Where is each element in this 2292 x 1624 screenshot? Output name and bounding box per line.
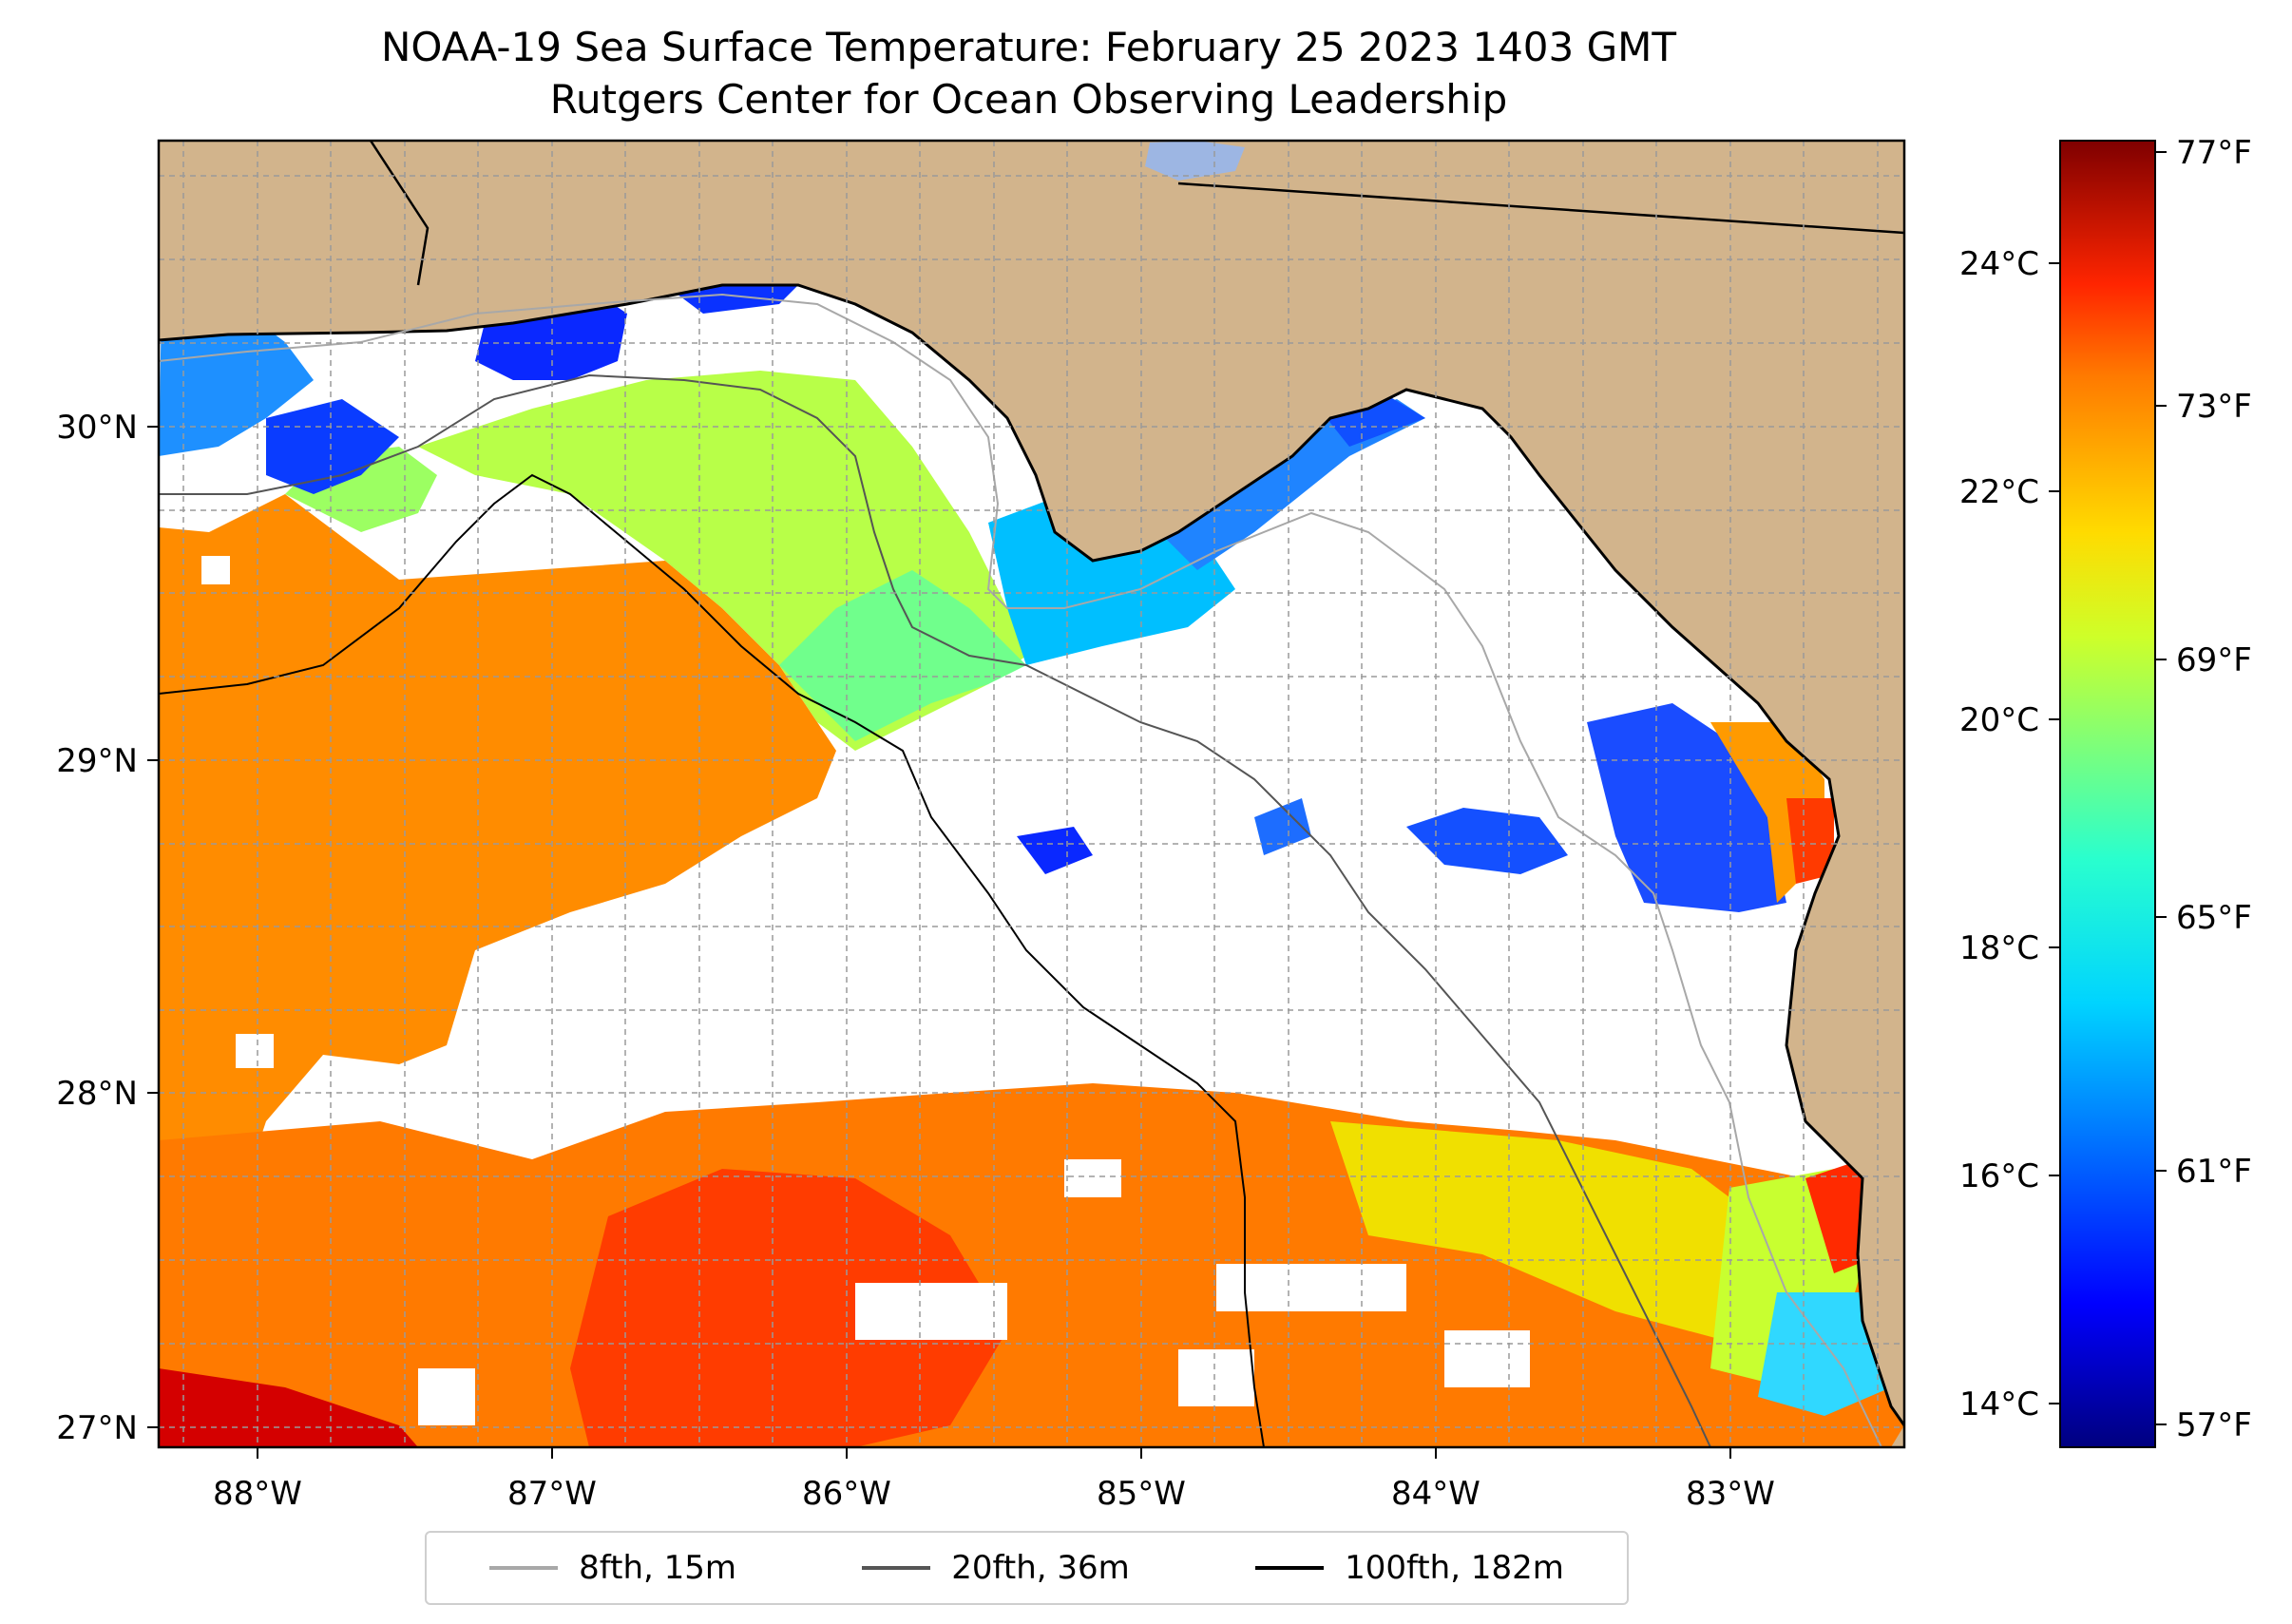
legend-label: 8fth, 15m bbox=[579, 1549, 737, 1587]
colorbar-celsius-label: 14°C bbox=[1959, 1385, 2039, 1423]
x-tick-label: 87°W bbox=[507, 1475, 597, 1513]
legend-swatch-20fth bbox=[862, 1566, 931, 1570]
lake bbox=[1145, 141, 1245, 181]
legend-item-20fth: 20fth, 36m bbox=[862, 1549, 1130, 1587]
colorbar-fahrenheit-label: 65°F bbox=[2176, 899, 2252, 937]
legend-swatch-100fth bbox=[1255, 1566, 1325, 1570]
map-subtitle: Rutgers Center for Ocean Observing Leade… bbox=[549, 76, 1508, 123]
colorbar-fahrenheit-label: 61°F bbox=[2176, 1153, 2252, 1191]
colorbar-celsius-label: 20°C bbox=[1959, 701, 2039, 739]
coastline bbox=[159, 283, 1904, 1426]
x-tick-label: 84°W bbox=[1391, 1475, 1480, 1513]
gridlines bbox=[159, 141, 1904, 1447]
isobath-100fth-line bbox=[159, 473, 1265, 1447]
isobath-8fth-line bbox=[159, 293, 1882, 1447]
colorbar bbox=[2059, 140, 2156, 1448]
y-tick-label: 30°N bbox=[56, 409, 138, 447]
sst-map bbox=[159, 141, 1904, 1447]
state-boundary bbox=[1177, 182, 1904, 235]
colorbar-celsius-label: 24°C bbox=[1959, 245, 2039, 283]
state-boundary-west bbox=[369, 141, 430, 286]
y-tick-label: 29°N bbox=[56, 742, 138, 780]
colorbar-celsius-label: 22°C bbox=[1959, 473, 2039, 511]
map-frame bbox=[157, 139, 1906, 1449]
map-title: NOAA-19 Sea Surface Temperature: Februar… bbox=[380, 24, 1677, 70]
colorbar-fahrenheit-label: 69°F bbox=[2176, 641, 2252, 679]
legend-item-100fth: 100fth, 182m bbox=[1255, 1549, 1564, 1587]
colorbar-ticks bbox=[2049, 151, 2167, 1425]
isobath-legend: 8fth, 15m 20fth, 36m 100fth, 182m bbox=[425, 1531, 1629, 1605]
isobath-20fth-line bbox=[159, 373, 1711, 1447]
axis-ticks bbox=[147, 426, 1731, 1459]
colorbar-celsius-label: 18°C bbox=[1959, 929, 2039, 967]
x-tick-label: 86°W bbox=[802, 1475, 891, 1513]
legend-label: 100fth, 182m bbox=[1345, 1549, 1564, 1587]
x-tick-label: 83°W bbox=[1686, 1475, 1775, 1513]
legend-item-8fth: 8fth, 15m bbox=[489, 1549, 736, 1587]
y-tick-label: 28°N bbox=[56, 1075, 138, 1113]
colorbar-celsius-label: 16°C bbox=[1959, 1157, 2039, 1195]
legend-swatch-8fth bbox=[489, 1566, 559, 1570]
x-tick-label: 88°W bbox=[213, 1475, 302, 1513]
colorbar-fahrenheit-label: 57°F bbox=[2176, 1406, 2252, 1444]
legend-label: 20fth, 36m bbox=[951, 1549, 1130, 1587]
y-tick-label: 27°N bbox=[56, 1409, 138, 1447]
colorbar-fahrenheit-label: 73°F bbox=[2176, 388, 2252, 426]
colorbar-fahrenheit-label: 77°F bbox=[2176, 134, 2252, 172]
x-tick-label: 85°W bbox=[1097, 1475, 1186, 1513]
